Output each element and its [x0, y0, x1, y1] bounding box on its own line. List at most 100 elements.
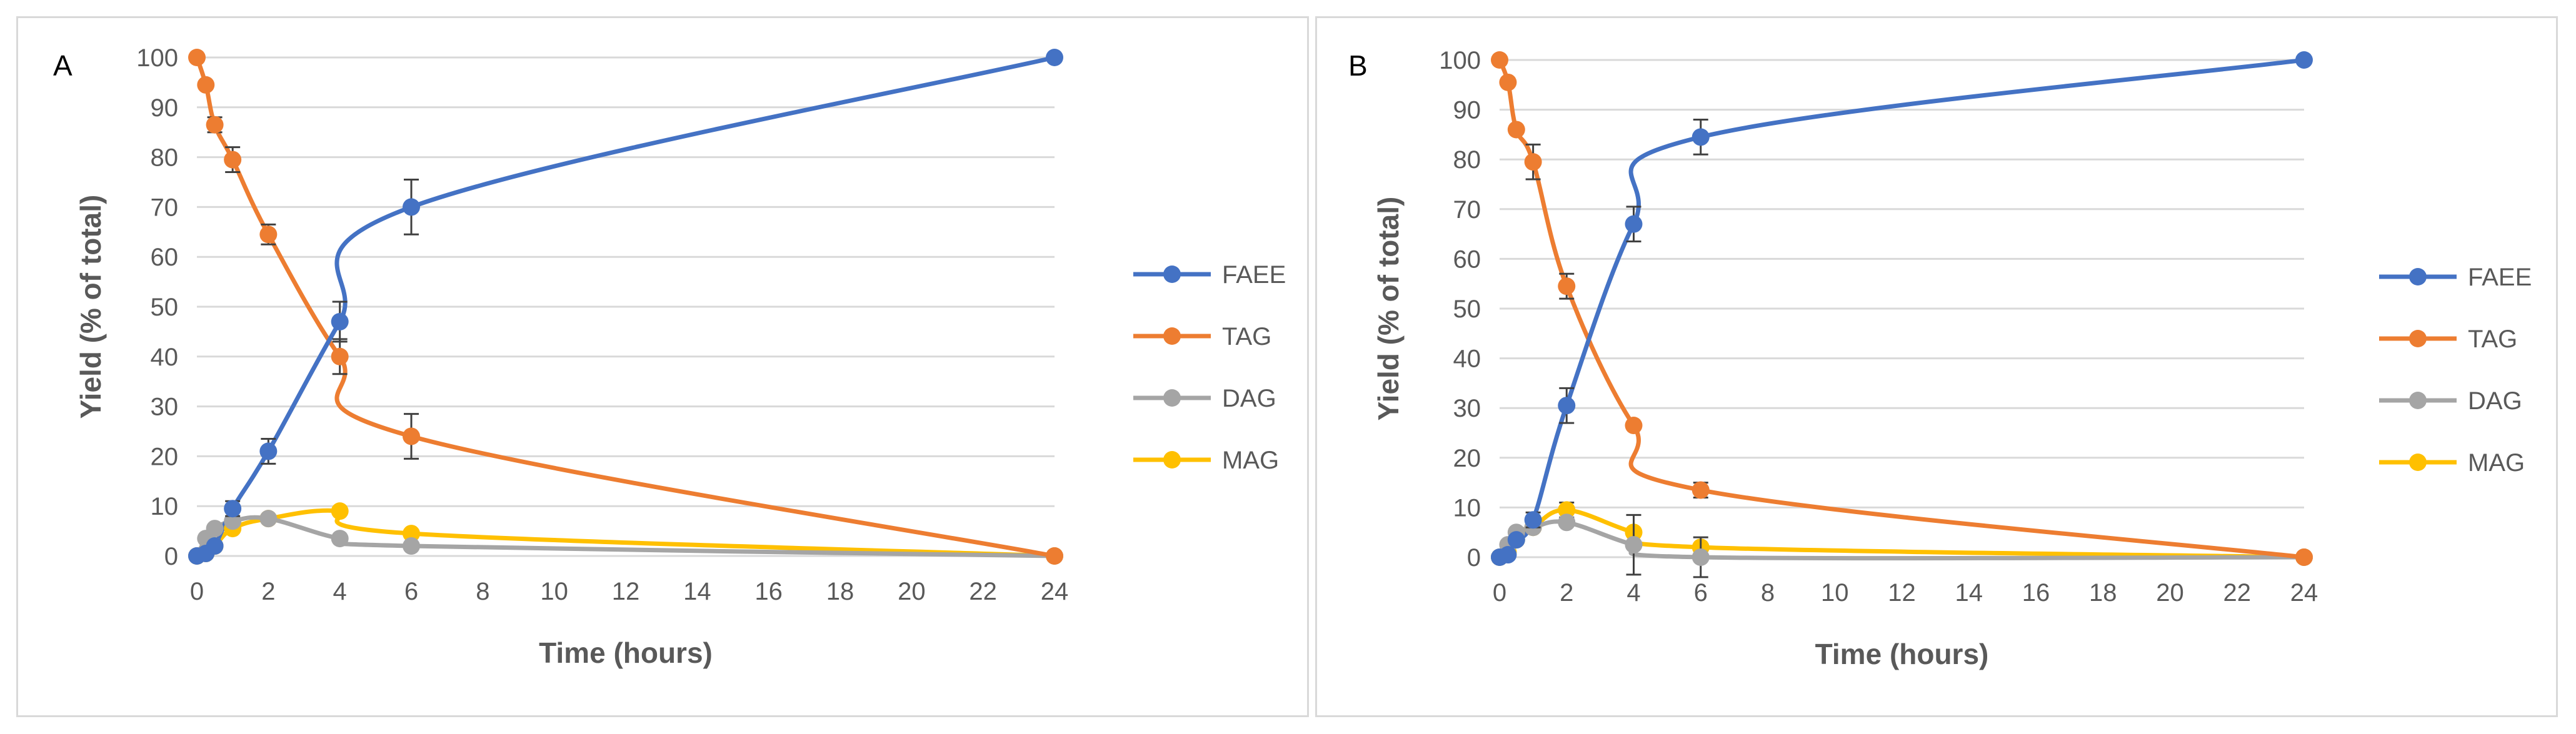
chart-a-x-tick-label: 2	[261, 578, 275, 605]
chart-b-faee-point	[2295, 51, 2313, 69]
chart-a-panel-label: A	[53, 49, 73, 82]
chart-a-tag-point	[224, 151, 242, 169]
chart-b-y-tick-label: 0	[1467, 544, 1481, 572]
chart-b-x-tick-label: 12	[1888, 579, 1916, 607]
chart-a-legend-faee-label: FAEE	[1222, 261, 1286, 289]
chart-a-y-tick-label: 70	[151, 194, 179, 221]
chart-a-y-tick-label: 50	[151, 294, 179, 321]
chart-a-x-tick-label: 20	[898, 578, 926, 605]
chart-b-y-axis-title: Yield (% of total)	[1372, 197, 1405, 421]
chart-a-x-tick-label: 14	[683, 578, 711, 605]
chart-b-y-tick-label: 40	[1453, 345, 1481, 373]
chart-a-x-tick-label: 24	[1041, 578, 1069, 605]
chart-b-legend-faee-marker	[2409, 268, 2427, 285]
chart-a-tag-point	[259, 226, 278, 244]
chart-a-x-tick-label: 4	[333, 578, 347, 605]
chart-b-faee-point	[1524, 511, 1542, 529]
chart-b-faee-point	[1691, 128, 1710, 146]
chart-a-y-tick-label: 80	[151, 144, 179, 172]
chart-a-x-tick-label: 22	[969, 578, 997, 605]
chart-b-faee-point	[1499, 546, 1517, 564]
chart-panel-a: 0 10 20 30 40 50 60 70 80 90 100 0 2 4 6 8 10 12 14 16 18 20 2…	[16, 16, 1309, 717]
chart-a-tag-point	[331, 347, 349, 365]
chart-b-tag-point	[1507, 121, 1525, 139]
chart-a-tag-point	[197, 76, 215, 94]
chart-b-dag-point	[1691, 548, 1710, 566]
chart-a-legend-dag-label: DAG	[1222, 385, 1276, 412]
chart-b-x-tick-label: 24	[2290, 579, 2318, 607]
chart-b-y-tick-label: 30	[1453, 395, 1481, 422]
chart-a-dag-point	[259, 510, 278, 528]
chart-b-mag-point	[1558, 501, 1576, 519]
chart-a-y-tick-label: 40	[151, 344, 179, 371]
chart-a-x-tick-label: 10	[540, 578, 568, 605]
chart-b-y-tick-label: 20	[1453, 445, 1481, 472]
chart-a-y-tick-label: 90	[151, 94, 179, 122]
chart-b-y-tick-label: 10	[1453, 494, 1481, 522]
chart-b-legend-mag-marker	[2409, 454, 2427, 471]
chart-a-x-tick-label: 0	[190, 578, 204, 605]
chart-a-faee-point	[259, 442, 278, 460]
chart-a-legend-mag-marker	[1163, 451, 1181, 469]
chart-a-x-axis-title: Time (hours)	[539, 637, 713, 669]
chart-b-legend-mag-label: MAG	[2468, 449, 2525, 477]
chart-a-y-tick-label: 30	[151, 394, 179, 421]
chart-b-y-tick-label: 60	[1453, 245, 1481, 273]
chart-a-tag-point	[188, 49, 206, 66]
chart-a-y-tick-label: 60	[151, 244, 179, 271]
chart-b-faee-point	[1558, 397, 1576, 415]
chart-a-legend-faee-marker	[1163, 265, 1181, 283]
chart-b-x-tick-label: 8	[1761, 579, 1775, 607]
chart-a-y-axis-title: Yield (% of total)	[74, 195, 107, 419]
chart-b-tag-point	[2295, 548, 2313, 566]
chart-b-x-tick-label: 0	[1493, 579, 1506, 607]
chart-a-y-tick-label: 100	[136, 44, 178, 72]
chart-b-dag-point	[1558, 513, 1576, 532]
chart-a-dag-point	[403, 537, 420, 555]
chart-b-x-tick-label: 20	[2156, 579, 2184, 607]
chart-a-x-tick-label: 18	[826, 578, 854, 605]
chart-b-x-tick-label: 22	[2223, 579, 2252, 607]
chart-b-y-tick-label: 70	[1453, 196, 1481, 224]
chart-b-x-tick-label: 10	[1821, 579, 1849, 607]
chart-b-y-tick-label: 100	[1439, 47, 1481, 74]
chart-a-y-tick-label: 0	[164, 543, 178, 570]
chart-a-x-tick-label: 6	[404, 578, 418, 605]
chart-b-faee-point	[1625, 215, 1643, 233]
chart-b-dag-point	[1625, 536, 1643, 554]
chart-a-faee-point	[224, 500, 242, 518]
chart-a-dag-point	[206, 520, 224, 538]
chart-b-tag-point	[1499, 73, 1517, 91]
chart-b-panel-label: B	[1348, 49, 1368, 82]
chart-a-legend-tag-marker	[1163, 327, 1181, 345]
chart-b-x-tick-label: 16	[2022, 579, 2050, 607]
chart-b-tag-point	[1625, 417, 1643, 435]
chart-b-x-tick-label: 6	[1694, 579, 1708, 607]
chart-b-tag-point	[1491, 51, 1508, 69]
chart-b-legend-tag-label: TAG	[2468, 325, 2517, 353]
chart-b-faee-point	[1507, 531, 1525, 549]
chart-a-mag-point	[403, 525, 420, 543]
chart-a-x-tick-label: 16	[754, 578, 783, 605]
chart-b-legend-dag-label: DAG	[2468, 387, 2522, 415]
chart-b-y-tick-label: 90	[1453, 97, 1481, 124]
chart-a-faee-point	[403, 198, 420, 216]
chart-a-y-tick-label: 10	[151, 493, 179, 520]
chart-b-legend-faee-label: FAEE	[2468, 264, 2532, 291]
chart-a-x-tick-label: 12	[612, 578, 640, 605]
chart-a-tag-point	[403, 427, 420, 445]
chart-panel-b: 0 10 20 30 40 50 60 70 80 90 100 0 2 4 6 8 10 12 14 16 18 20 2…	[1315, 16, 2558, 717]
chart-b-x-tick-label: 4	[1626, 579, 1640, 607]
chart-b-y-tick-label: 80	[1453, 146, 1481, 174]
chart-a-legend-tag-label: TAG	[1222, 323, 1271, 350]
chart-a-mag-point	[331, 502, 349, 520]
chart-a-dag-point	[331, 530, 349, 548]
chart-a-tag-point	[1046, 547, 1063, 565]
chart-a-faee-point	[206, 537, 224, 555]
chart-b-x-tick-label: 18	[2089, 579, 2117, 607]
chart-b-tag-point	[1691, 481, 1710, 499]
chart-b-tag-point	[1558, 277, 1576, 295]
chart-b-legend-tag-marker	[2409, 330, 2427, 347]
chart-a-tag-point	[206, 116, 224, 134]
